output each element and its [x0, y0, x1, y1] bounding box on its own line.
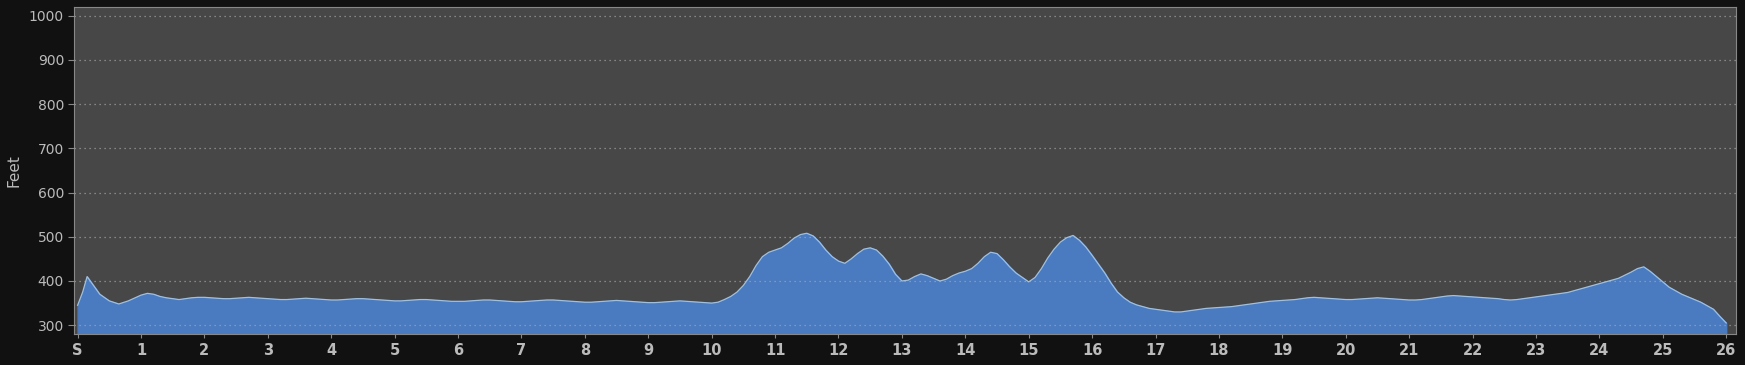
Y-axis label: Feet: Feet	[7, 154, 23, 187]
